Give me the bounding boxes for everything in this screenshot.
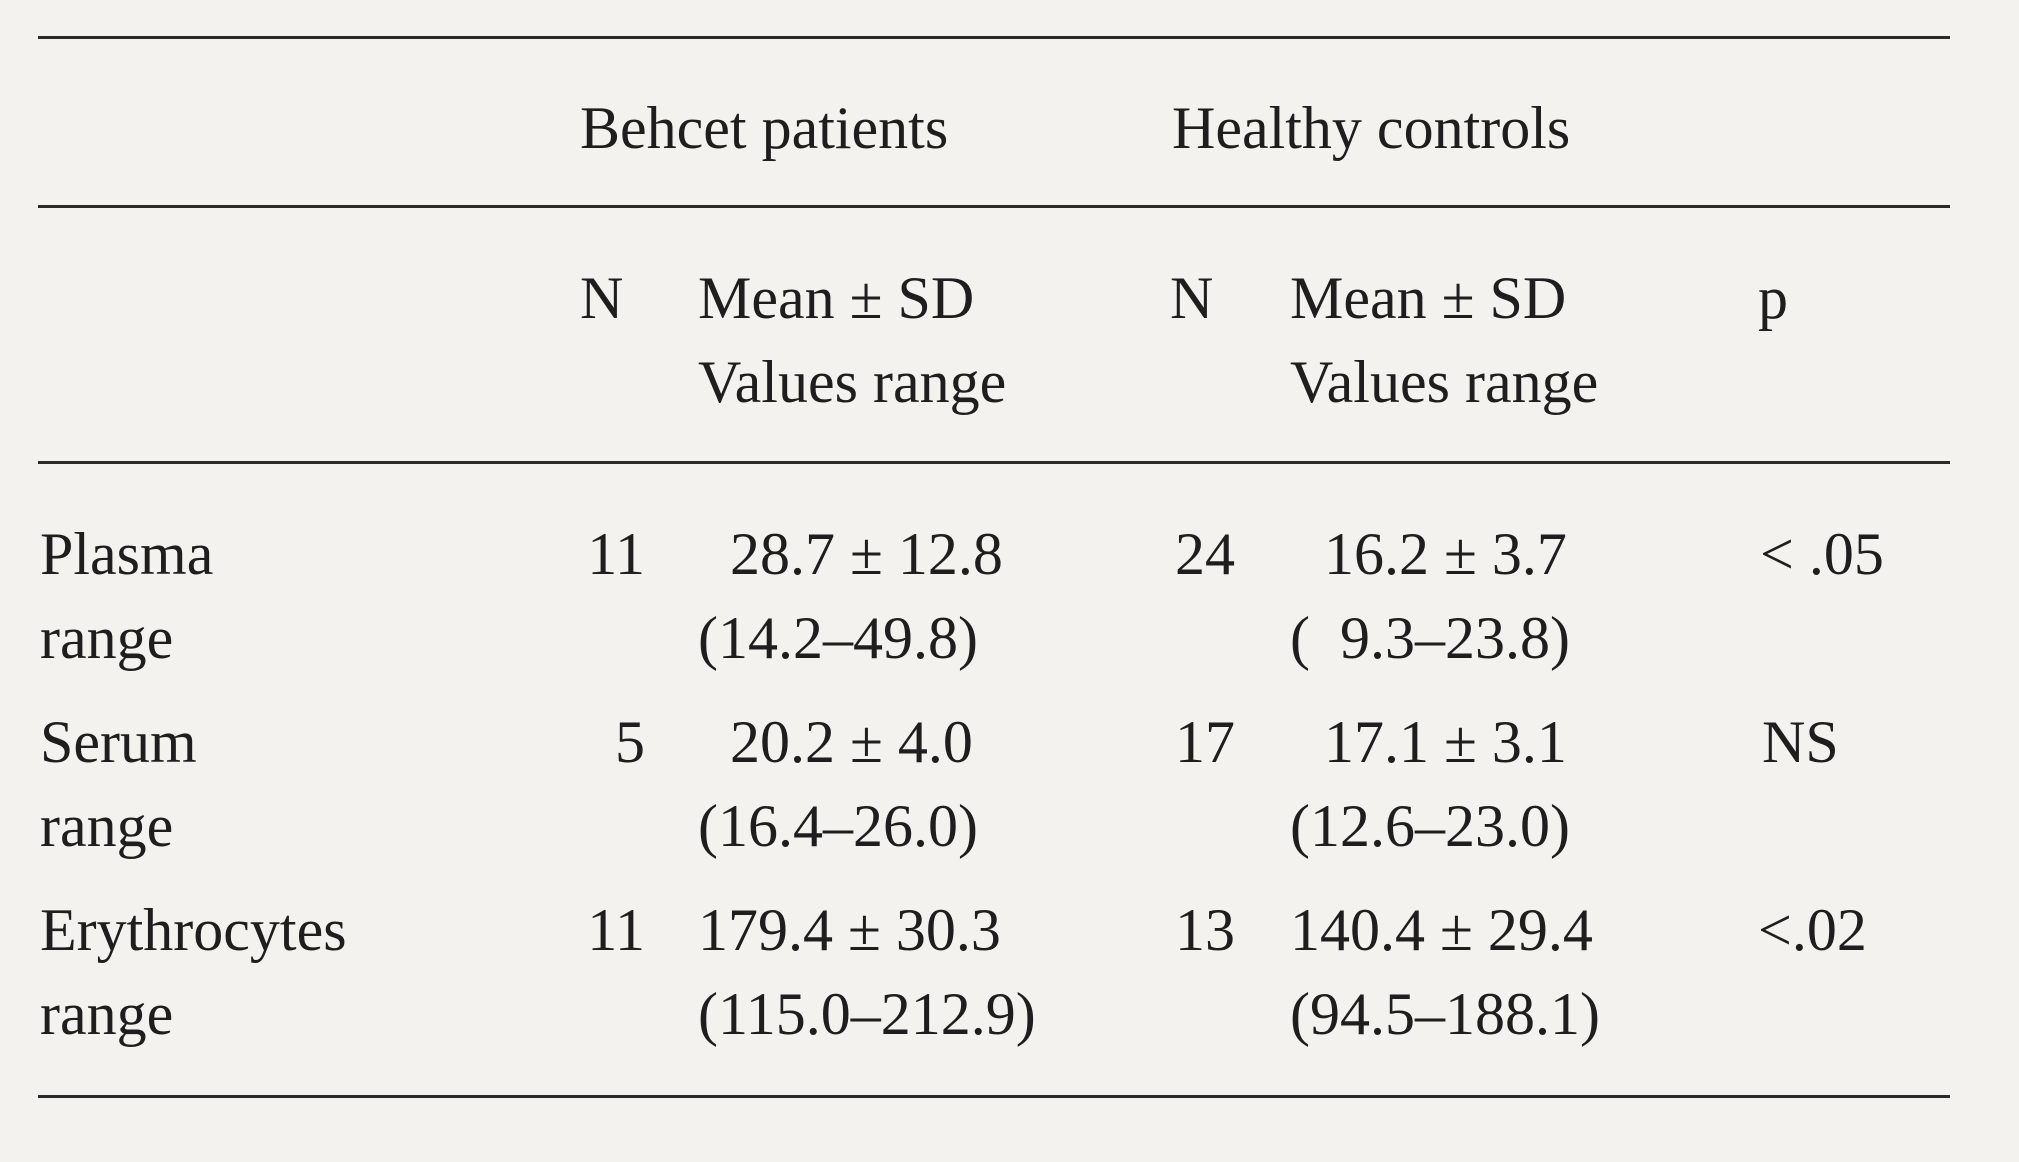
cell-p-value: <.02 xyxy=(1758,897,1867,963)
cell-controls-mean-sd: 17.1 ± 3.1 xyxy=(1324,709,1567,775)
body-divider-rule xyxy=(38,461,1950,464)
row-label-erythrocytes: Erythrocytes xyxy=(40,897,347,963)
cell-patients-mean-sd: 20.2 ± 4.0 xyxy=(730,709,973,775)
cell-patients-range: (16.4–26.0) xyxy=(698,793,978,859)
cell-controls-mean-sd: 140.4 ± 29.4 xyxy=(1290,897,1593,963)
col-header-controls-values-range: Values range xyxy=(1290,349,1599,415)
cell-controls-n: 24 xyxy=(1175,521,1235,587)
row-sublabel-range: range xyxy=(40,981,174,1047)
cell-patients-mean-sd: 179.4 ± 30.3 xyxy=(698,897,1001,963)
cell-p-value: NS xyxy=(1762,709,1839,775)
cell-patients-n: 11 xyxy=(587,897,645,963)
col-header-controls-n: N xyxy=(1170,265,1214,331)
cell-patients-mean-sd: 28.7 ± 12.8 xyxy=(730,521,1003,587)
table-top-rule xyxy=(38,36,1950,39)
col-header-controls-mean-sd: Mean ± SD xyxy=(1290,265,1567,331)
cell-controls-n: 17 xyxy=(1175,709,1235,775)
cell-controls-range: ( 9.3–23.8) xyxy=(1290,605,1570,671)
group-header-behcet-patients: Behcet patients xyxy=(580,95,949,161)
cell-controls-range: (12.6–23.0) xyxy=(1290,793,1570,859)
table-bottom-rule xyxy=(38,1095,1950,1098)
row-sublabel-range: range xyxy=(40,605,174,671)
cell-p-value: < .05 xyxy=(1760,521,1884,587)
col-header-patients-values-range: Values range xyxy=(698,349,1007,415)
cell-patients-range: (14.2–49.8) xyxy=(698,605,978,671)
cell-controls-n: 13 xyxy=(1175,897,1235,963)
row-label-serum: Serum xyxy=(40,709,197,775)
cell-patients-range: (115.0–212.9) xyxy=(698,981,1036,1047)
col-header-patients-n: N xyxy=(580,265,624,331)
group-header-healthy-controls: Healthy controls xyxy=(1172,95,1571,161)
row-sublabel-range: range xyxy=(40,793,174,859)
cell-patients-n: 5 xyxy=(615,709,645,775)
header-divider-rule xyxy=(38,205,1950,208)
col-header-p: p xyxy=(1758,265,1788,331)
row-label-plasma: Plasma xyxy=(40,521,214,587)
col-header-patients-mean-sd: Mean ± SD xyxy=(698,265,975,331)
cell-controls-mean-sd: 16.2 ± 3.7 xyxy=(1324,521,1567,587)
cell-patients-n: 11 xyxy=(587,521,645,587)
cell-controls-range: (94.5–188.1) xyxy=(1290,981,1600,1047)
